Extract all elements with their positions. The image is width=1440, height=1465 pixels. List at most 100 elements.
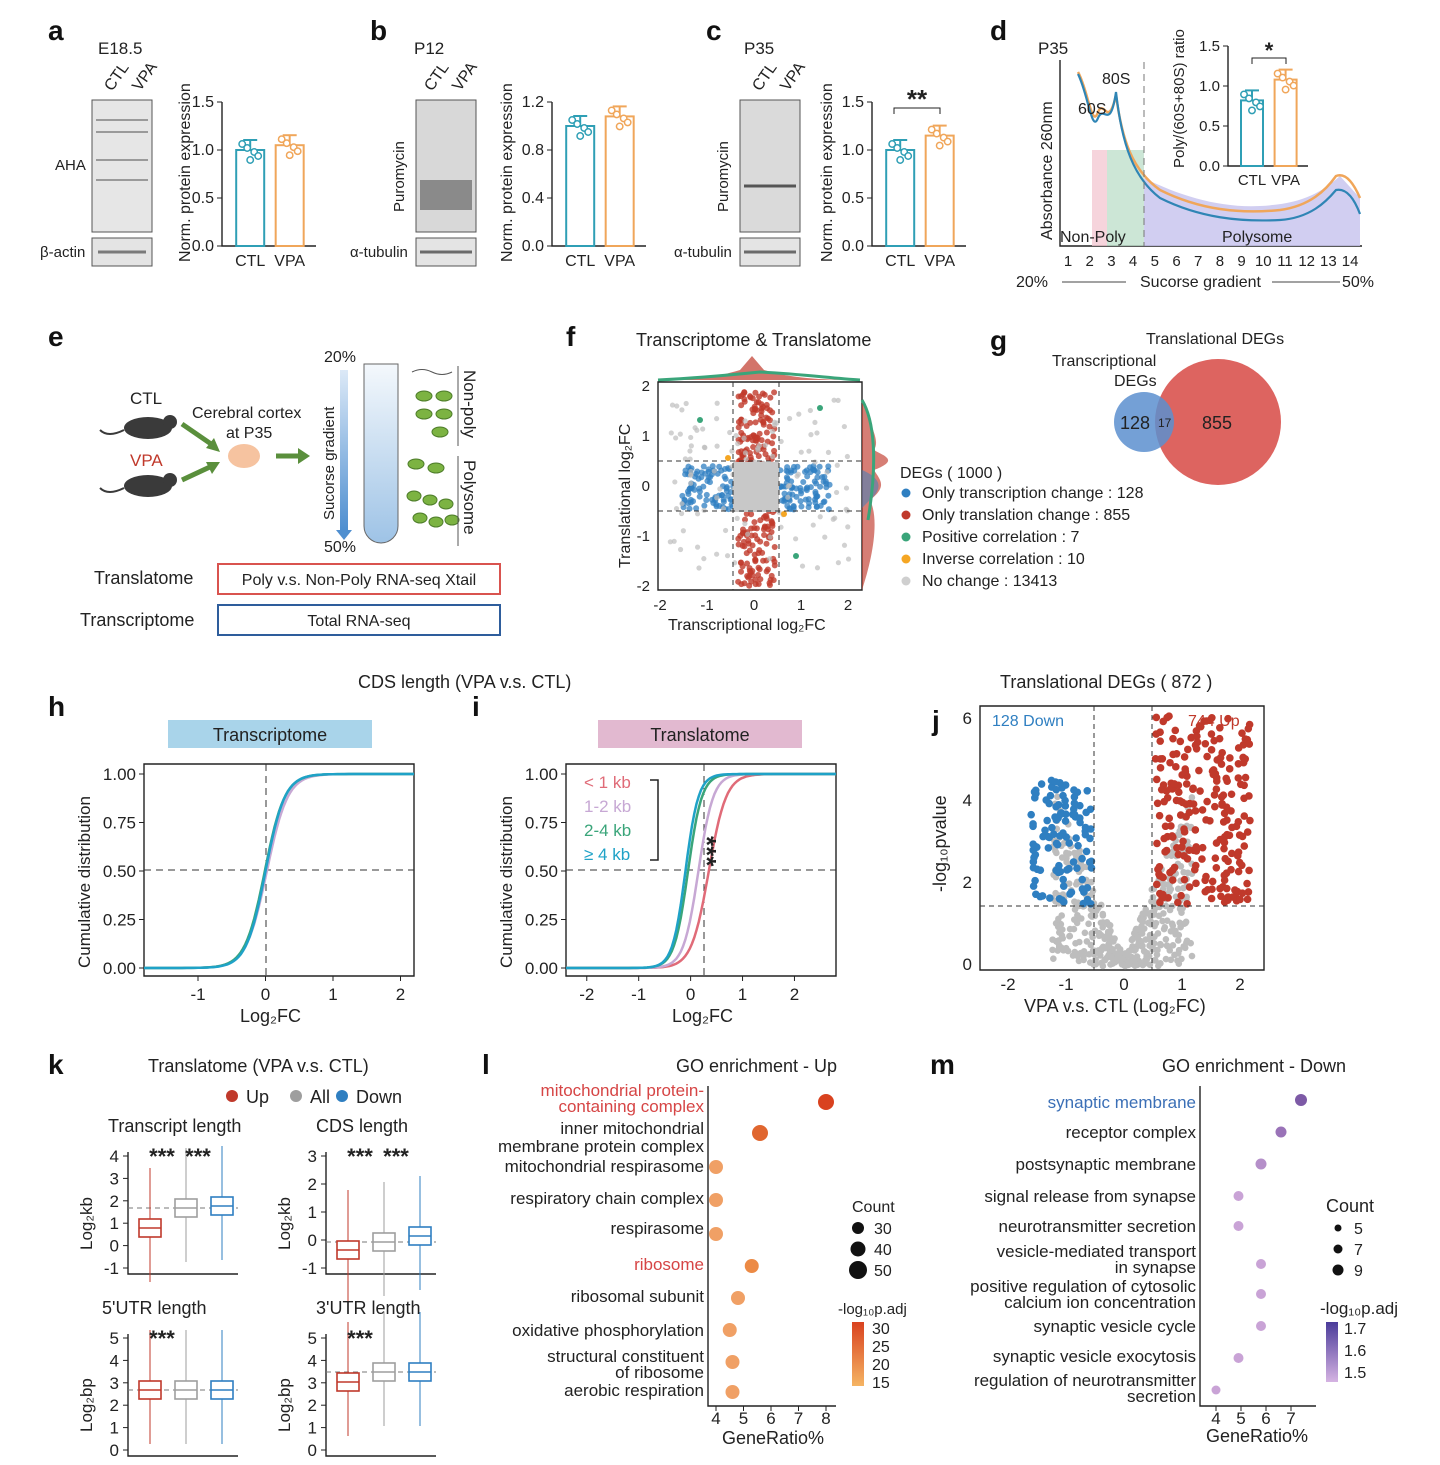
point [1192, 745, 1201, 753]
data-point [1278, 73, 1287, 82]
point [1180, 852, 1188, 860]
point [1162, 902, 1170, 910]
padj-label: 1.5 [1344, 1365, 1366, 1382]
point [1169, 734, 1177, 743]
point [807, 484, 814, 491]
point [1245, 866, 1253, 875]
padj-ticks: 1.7 1.6 1.5 [1344, 1321, 1366, 1382]
down-count: 128 Down [992, 713, 1064, 730]
point [1234, 744, 1243, 752]
point [798, 503, 805, 510]
point [714, 416, 720, 422]
point [1029, 882, 1038, 890]
point [1224, 714, 1232, 723]
venn-title-right: Translational DEGs [1146, 331, 1284, 348]
point [1142, 936, 1150, 943]
point [785, 494, 791, 500]
go-term: in synapse [1115, 1258, 1196, 1277]
point [1129, 935, 1137, 943]
point [687, 499, 694, 506]
point [1166, 758, 1174, 767]
region-nonpoly: Non-Poly [1060, 229, 1126, 246]
point [1088, 930, 1095, 937]
point [830, 516, 836, 522]
count-marker [852, 1222, 864, 1234]
y-axis-label: Norm. protein expression [819, 83, 836, 262]
legend-marker [290, 1090, 302, 1102]
point [757, 416, 764, 423]
blot-bands [96, 119, 148, 181]
point [1043, 816, 1051, 825]
y-tick-label: 1 [110, 1214, 119, 1233]
point [1090, 951, 1098, 958]
y-tick-label: 4 [963, 791, 972, 810]
x-tick-label: 1 [328, 985, 337, 1004]
fraction-label: 3 [1107, 253, 1115, 270]
point [1180, 825, 1188, 833]
y-tick-label: 0.00 [103, 959, 136, 978]
panel-label-m: m [930, 1049, 955, 1080]
panel-label-d: d [990, 15, 1007, 46]
padj-label: 30 [872, 1321, 890, 1338]
point [783, 467, 790, 474]
go-dot [1233, 1221, 1244, 1231]
point [778, 524, 784, 530]
point [814, 430, 820, 436]
transcriptome-label: Transcriptome [80, 610, 194, 630]
point [1165, 712, 1173, 721]
point [745, 531, 751, 537]
point [804, 473, 811, 480]
point [798, 490, 805, 497]
go-term: inner mitochondrial [560, 1119, 704, 1138]
arrow-icon [180, 421, 310, 483]
point [770, 433, 777, 440]
point [1087, 825, 1095, 833]
point [767, 394, 774, 401]
point [755, 445, 761, 451]
go-term: oxidative phosphorylation [512, 1321, 704, 1340]
point [1234, 774, 1243, 782]
blot-label-top: Puromycin [715, 141, 732, 212]
fraction-label: 11 [1277, 253, 1293, 270]
label-nonpoly: Non-poly [460, 370, 479, 439]
panel-label-a: a [48, 15, 64, 46]
point [1222, 884, 1231, 893]
padj-label: 25 [872, 1339, 890, 1356]
point [1238, 889, 1247, 897]
point [1066, 925, 1074, 933]
go-dot [709, 1160, 723, 1174]
point [738, 429, 745, 436]
x-tick-label: 1 [1177, 975, 1186, 994]
go-term: positive regulation of cytosolic [970, 1277, 1196, 1296]
point [1202, 717, 1211, 725]
go-term: postsynaptic membrane [1016, 1155, 1196, 1174]
point [1062, 810, 1070, 818]
point [743, 456, 749, 462]
point [1173, 843, 1181, 852]
legend-label: 2-4 kb [584, 821, 631, 840]
point [1171, 726, 1180, 735]
point [1183, 937, 1191, 945]
point [686, 505, 693, 512]
point [1146, 961, 1154, 969]
point [760, 446, 767, 453]
point [1174, 885, 1182, 893]
translatome-method: Poly v.s. Non-Poly RNA-seq Xtail [242, 572, 476, 589]
point [750, 444, 757, 451]
point [834, 462, 840, 468]
point [1208, 885, 1216, 893]
point [741, 516, 748, 523]
x-tick-label: 6 [766, 1409, 775, 1428]
count-label: 40 [874, 1242, 892, 1259]
cdf-ticks: 0.00 0.25 0.50 0.75 1.00 -1 0 1 2 [103, 765, 405, 1004]
point [1244, 888, 1253, 896]
point [1124, 951, 1131, 959]
point [1172, 927, 1179, 935]
point [716, 463, 723, 470]
point [1029, 858, 1038, 866]
point [1054, 793, 1061, 801]
point [1224, 857, 1232, 866]
point [1097, 919, 1105, 927]
point [1103, 932, 1110, 940]
point [1048, 823, 1056, 832]
